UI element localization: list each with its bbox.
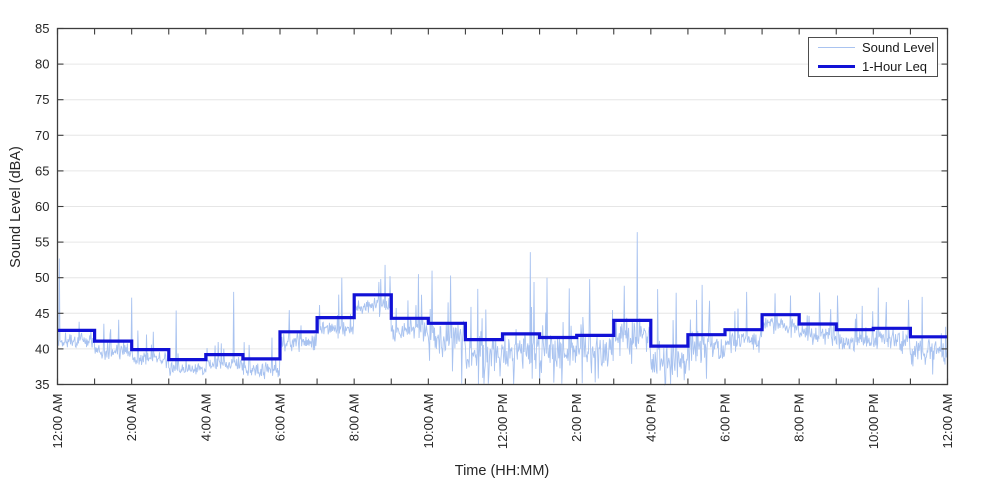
- y-axis-title: Sound Level (dBA): [8, 146, 24, 268]
- y-tick-labels: 35 40 45 50 55 60 65 70 75 80 85: [35, 21, 49, 392]
- x-ticks: [56, 28, 949, 385]
- x-tick-label: 2:00 PM: [569, 394, 584, 442]
- x-tick-label: 6:00 AM: [273, 394, 288, 442]
- y-tick-label: 75: [35, 92, 49, 107]
- legend-label-leq: 1-Hour Leq: [862, 58, 928, 74]
- x-tick-label: 8:00 AM: [347, 394, 362, 442]
- x-tick-label: 12:00 PM: [495, 394, 510, 450]
- legend: Sound Level 1-Hour Leq: [808, 37, 938, 77]
- y-tick-label: 55: [35, 235, 49, 250]
- x-axis-title: Time (HH:MM): [454, 463, 550, 479]
- x-tick-label: 12:00 AM: [940, 394, 955, 449]
- x-tick-label: 6:00 PM: [718, 394, 733, 442]
- y-tick-label: 70: [35, 128, 49, 143]
- legend-item-leq: 1-Hour Leq: [809, 57, 937, 75]
- y-tick-label: 80: [35, 57, 49, 72]
- y-tick-label: 85: [35, 21, 49, 36]
- x-tick-label: 10:00 AM: [421, 394, 436, 449]
- x-tick-label: 10:00 PM: [866, 394, 881, 450]
- legend-label-sound-level: Sound Level: [862, 40, 935, 56]
- x-tick-labels: 12:00 AM 2:00 AM 4:00 AM 6:00 AM 8:00 AM 10:0…: [50, 394, 955, 450]
- raw-series-line: [57, 232, 948, 387]
- y-ticks: [57, 27, 948, 386]
- y-tick-label: 60: [35, 199, 49, 214]
- x-tick-label: 12:00 AM: [50, 394, 65, 449]
- sound-level-line-swatch: [818, 47, 855, 49]
- x-tick-label: 4:00 PM: [643, 394, 658, 442]
- leq-series-line: [57, 293, 948, 362]
- x-tick-label: 8:00 PM: [792, 394, 807, 442]
- grid-lines: [57, 63, 948, 350]
- x-tick-label: 4:00 AM: [198, 394, 213, 442]
- legend-item-sound-level: Sound Level: [809, 39, 937, 57]
- y-tick-label: 65: [35, 163, 49, 178]
- y-tick-label: 40: [35, 341, 49, 356]
- y-tick-label: 35: [35, 377, 49, 392]
- x-tick-label: 2:00 AM: [124, 394, 139, 442]
- y-tick-label: 50: [35, 270, 49, 285]
- y-tick-label: 45: [35, 306, 49, 321]
- leq-line-swatch: [818, 64, 855, 69]
